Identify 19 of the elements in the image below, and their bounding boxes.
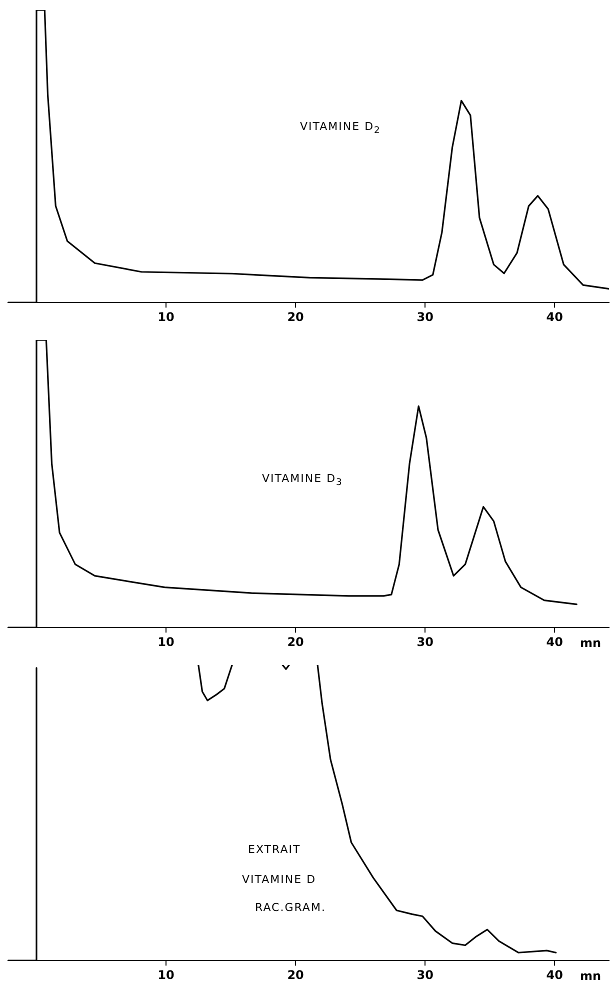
annotation: VITAMINE D [242, 873, 316, 886]
x-tick-label: 10 [158, 968, 174, 982]
annotation: VITAMINE D$_{2}$ [300, 120, 381, 136]
x-tick-label: 40 [546, 968, 563, 982]
annotation: RAC.GRAM. [255, 901, 326, 914]
x-tick-label: 30 [416, 310, 434, 324]
annotation: VITAMINE D$_{3}$ [262, 472, 343, 488]
x-tick-label: 20 [287, 634, 304, 649]
x-tick-label: 10 [158, 634, 174, 649]
x-tick-label: 40 [546, 634, 563, 649]
x-tick-label: 40 [546, 310, 563, 324]
x-tick-label: 20 [287, 310, 304, 324]
x-tick-label: 10 [158, 310, 174, 324]
x-axis-title: mn [580, 969, 602, 983]
x-tick-label: 30 [416, 634, 434, 649]
x-tick-label: 20 [287, 968, 304, 982]
annotation: EXTRAIT [248, 843, 301, 856]
x-axis-title: mn [580, 636, 602, 650]
x-tick-label: 30 [416, 968, 434, 982]
